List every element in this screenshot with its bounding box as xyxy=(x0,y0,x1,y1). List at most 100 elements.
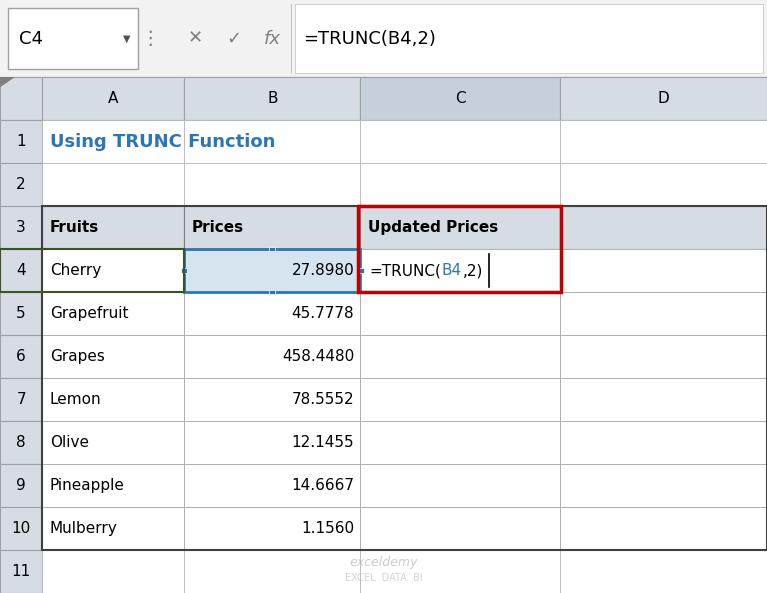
Bar xyxy=(0,249,184,292)
Text: 10: 10 xyxy=(12,521,31,536)
Bar xyxy=(42,507,184,550)
Bar xyxy=(42,249,184,292)
Bar xyxy=(360,206,560,249)
Text: 3: 3 xyxy=(16,220,26,235)
Bar xyxy=(184,292,360,335)
Text: Olive: Olive xyxy=(50,435,89,450)
Bar xyxy=(42,206,184,249)
Bar xyxy=(184,77,360,120)
Text: C4: C4 xyxy=(19,30,43,47)
Bar xyxy=(42,163,184,206)
Bar xyxy=(560,163,767,206)
Text: 6: 6 xyxy=(16,349,26,364)
Bar xyxy=(42,77,184,120)
Bar xyxy=(184,335,360,378)
Text: 9: 9 xyxy=(16,478,26,493)
Bar xyxy=(0,249,42,292)
Bar xyxy=(0,550,42,593)
Bar xyxy=(184,249,360,292)
Bar xyxy=(269,290,275,294)
Bar xyxy=(560,249,767,292)
Text: EXCEL  DATA  BI: EXCEL DATA BI xyxy=(344,572,423,582)
Text: B: B xyxy=(267,91,278,106)
Bar xyxy=(360,335,560,378)
Text: 27.8980: 27.8980 xyxy=(291,263,354,278)
Bar xyxy=(291,4,292,74)
Bar xyxy=(42,292,184,335)
Bar xyxy=(560,464,767,507)
Bar xyxy=(0,378,42,421)
Bar xyxy=(360,421,560,464)
Text: =TRUNC(B4,2): =TRUNC(B4,2) xyxy=(303,30,436,47)
Bar xyxy=(560,335,767,378)
Bar xyxy=(560,206,767,249)
Text: ✓: ✓ xyxy=(226,30,242,47)
Text: ✕: ✕ xyxy=(188,30,203,47)
Bar xyxy=(8,8,138,69)
Bar xyxy=(0,163,42,206)
Polygon shape xyxy=(0,77,14,87)
Text: exceldemy: exceldemy xyxy=(349,556,418,569)
Bar xyxy=(360,507,560,550)
Bar xyxy=(42,464,184,507)
Bar xyxy=(360,163,560,206)
Text: D: D xyxy=(657,91,670,106)
Text: ▼: ▼ xyxy=(123,34,130,43)
Text: 8: 8 xyxy=(16,435,26,450)
Text: ⋮: ⋮ xyxy=(140,29,160,48)
Text: 12.1455: 12.1455 xyxy=(291,435,354,450)
Bar xyxy=(184,378,360,421)
Bar xyxy=(42,120,184,163)
Text: B4: B4 xyxy=(442,263,462,278)
Text: Pineapple: Pineapple xyxy=(50,478,125,493)
Bar xyxy=(358,206,561,292)
Bar xyxy=(42,421,184,464)
Bar xyxy=(295,4,763,74)
Bar xyxy=(42,206,767,550)
Bar xyxy=(560,292,767,335)
Bar xyxy=(42,378,184,421)
Text: 2: 2 xyxy=(16,177,26,192)
Bar xyxy=(560,421,767,464)
Text: Fruits: Fruits xyxy=(50,220,99,235)
Bar xyxy=(184,464,360,507)
Text: Grapefruit: Grapefruit xyxy=(50,306,128,321)
Bar xyxy=(0,507,42,550)
Text: Grapes: Grapes xyxy=(50,349,105,364)
Text: Prices: Prices xyxy=(192,220,244,235)
Bar xyxy=(360,464,560,507)
Bar xyxy=(560,120,767,163)
Bar xyxy=(360,249,560,292)
Bar xyxy=(360,77,560,120)
Bar xyxy=(560,507,767,550)
Text: 45.7778: 45.7778 xyxy=(291,306,354,321)
Bar xyxy=(560,77,767,120)
Text: 11: 11 xyxy=(12,564,31,579)
Text: 4: 4 xyxy=(16,263,26,278)
Text: =TRUNC(: =TRUNC( xyxy=(370,263,442,278)
Text: Mulberry: Mulberry xyxy=(50,521,117,536)
Bar xyxy=(560,378,767,421)
Text: 458.4480: 458.4480 xyxy=(282,349,354,364)
Bar xyxy=(0,464,42,507)
Text: Lemon: Lemon xyxy=(50,392,101,407)
Text: ,2): ,2) xyxy=(463,263,484,278)
Bar xyxy=(184,421,360,464)
Bar xyxy=(0,120,42,163)
Bar xyxy=(360,292,560,335)
Bar xyxy=(0,292,42,335)
Bar xyxy=(0,77,42,120)
Text: C: C xyxy=(455,91,466,106)
Bar xyxy=(42,550,184,593)
Text: 5: 5 xyxy=(16,306,26,321)
Bar xyxy=(360,550,560,593)
Text: A: A xyxy=(108,91,118,106)
Bar xyxy=(269,247,275,251)
Bar xyxy=(184,550,360,593)
Text: 14.6667: 14.6667 xyxy=(291,478,354,493)
Bar xyxy=(184,120,360,163)
Bar xyxy=(184,163,360,206)
Bar xyxy=(184,507,360,550)
Bar xyxy=(184,206,360,249)
Text: Cherry: Cherry xyxy=(50,263,101,278)
